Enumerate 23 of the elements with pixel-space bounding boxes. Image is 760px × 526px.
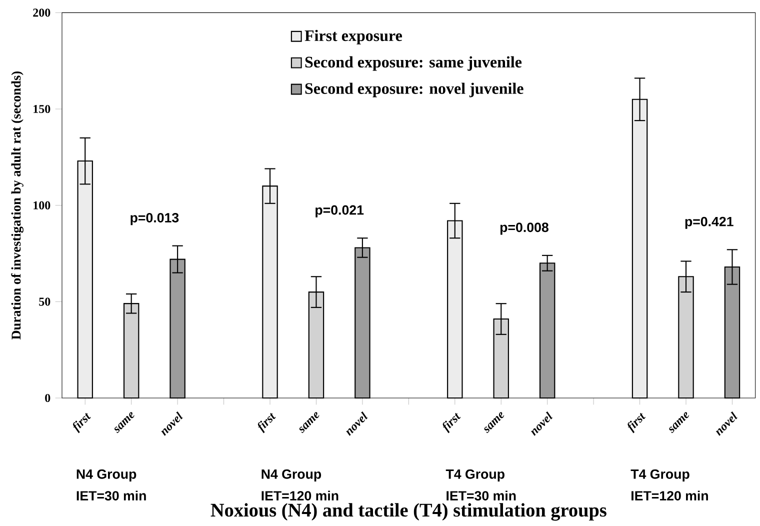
- annotation: p=0.021: [316, 205, 364, 218]
- annotation: p=0.013: [130, 213, 179, 226]
- legend-label: First exposure: [304, 30, 402, 44]
- text: IET=120 min: [632, 490, 708, 500]
- y-tick-label: 200: [33, 8, 50, 17]
- x-tick-label: first: [442, 412, 461, 434]
- text: T4 Group: [446, 469, 504, 482]
- text: IET=30 min: [76, 490, 146, 501]
- text: T4 Group: [630, 469, 690, 482]
- y-tick-label: 150: [34, 104, 50, 114]
- text: N4 Group: [76, 469, 136, 482]
- x-axis-title: Noxious (N4) and tactile (T4) stimulation groups: [210, 503, 606, 521]
- text: N4 Group: [262, 469, 322, 482]
- legend-label: Second exposure: novel juvenile: [305, 82, 524, 98]
- y-axis-title: Duration of investigation by adult rat (seconds): [11, 71, 24, 340]
- y-tick-label: 0: [45, 394, 50, 402]
- y-tick-label: 100: [34, 201, 50, 210]
- annotation: p=0.421: [685, 216, 734, 229]
- text: IET=30 min: [446, 490, 516, 501]
- annotation: p=0.008: [500, 222, 548, 235]
- y-tick-label: 50: [39, 298, 50, 306]
- text: IET=120 min: [262, 490, 338, 500]
- legend-label: Second exposure: same juvenile: [305, 56, 522, 71]
